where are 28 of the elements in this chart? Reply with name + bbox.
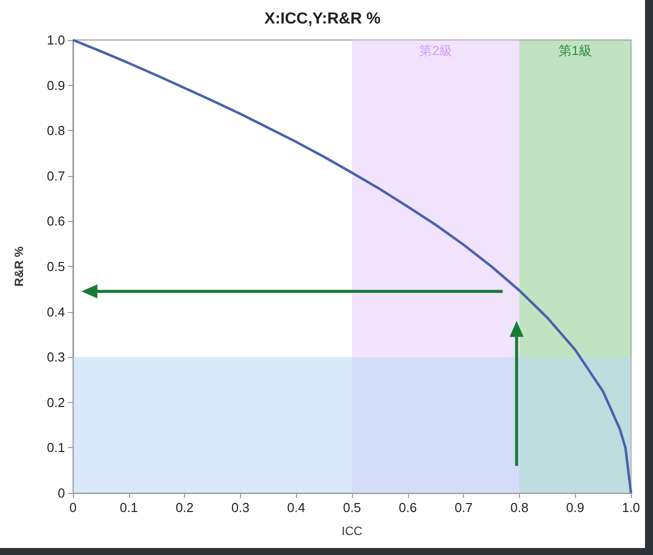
y-tick-label: 0.8 [46,123,65,138]
x-tick-label: 0.6 [398,500,417,515]
x-tick-label: 0 [69,500,77,515]
y-tick-label: 0.1 [46,440,65,456]
y-tick-label: 0.5 [46,259,65,274]
y-tick-label: 0.6 [46,214,65,229]
x-tick-label: 1.0 [622,500,640,515]
line-series [72,38,632,494]
x-tick-label: 0.5 [342,500,362,515]
x-tick-label: 0.2 [176,500,194,515]
chart-title: X:ICC,Y:R&R % [264,10,381,28]
y-tick-label: 0 [58,486,65,500]
y-tick-label: 0.3 [46,350,65,365]
x-tick-label: 0.1 [120,500,138,515]
x-tick-label: 0.4 [287,500,306,515]
y-tick-label: 0.2 [46,394,65,410]
x-tick-label: 0.8 [510,500,528,515]
x-axis-title: ICC [342,524,363,538]
x-tick-label: 0.3 [231,500,250,515]
y-tick-label: 1.0 [46,32,65,48]
band-label: 第2級 [419,43,452,58]
y-tick-label: 0.7 [46,168,65,184]
y-axis-title: R&R % [12,246,26,287]
y-tick-label: 0.4 [46,304,65,320]
x-tick-label: 0.7 [454,500,473,515]
x-tick-label: 0.9 [566,500,584,515]
y-tick-label: 0.9 [46,78,65,93]
band-label: 第1級 [558,43,592,58]
